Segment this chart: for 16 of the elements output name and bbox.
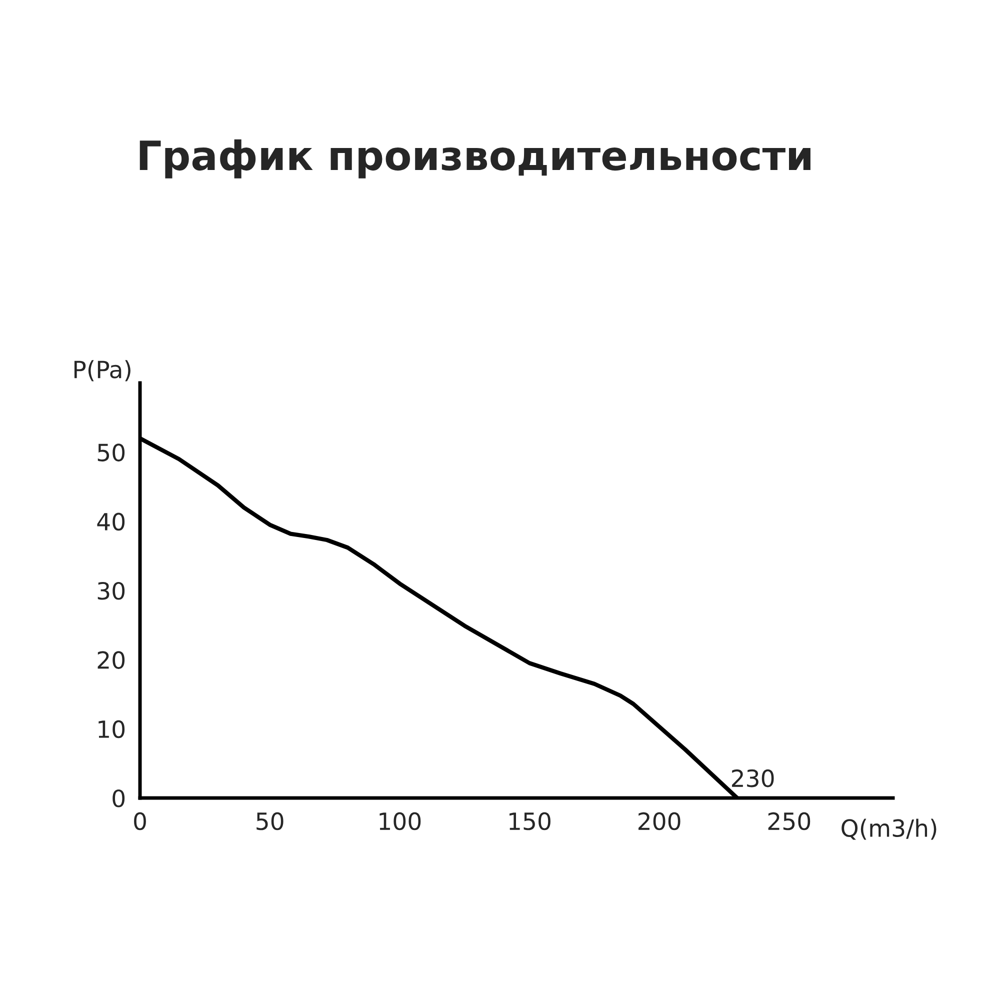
chart-title: График производительности — [140, 139, 810, 178]
y-tick-label: 30 — [98, 582, 125, 600]
y-tick-label: 20 — [98, 651, 125, 669]
x-tick-label: 50 — [256, 812, 284, 830]
y-tick-label: 50 — [98, 444, 125, 462]
x-tick-label: 0 — [134, 812, 146, 830]
x-axis-title: Q(m3/h) — [842, 818, 936, 840]
x-tick-label: 150 — [510, 812, 550, 830]
x-tick-label: 100 — [380, 812, 421, 830]
x-tick-label: 200 — [638, 812, 680, 830]
y-tick-label: 10 — [98, 720, 125, 738]
y-axis-title: P(Pa) — [74, 360, 130, 382]
y-tick-label: 40 — [97, 512, 125, 531]
annotation: 230 — [732, 769, 774, 788]
x-tick-label: 250 — [768, 812, 810, 830]
y-tick-label: 0 — [112, 789, 125, 808]
